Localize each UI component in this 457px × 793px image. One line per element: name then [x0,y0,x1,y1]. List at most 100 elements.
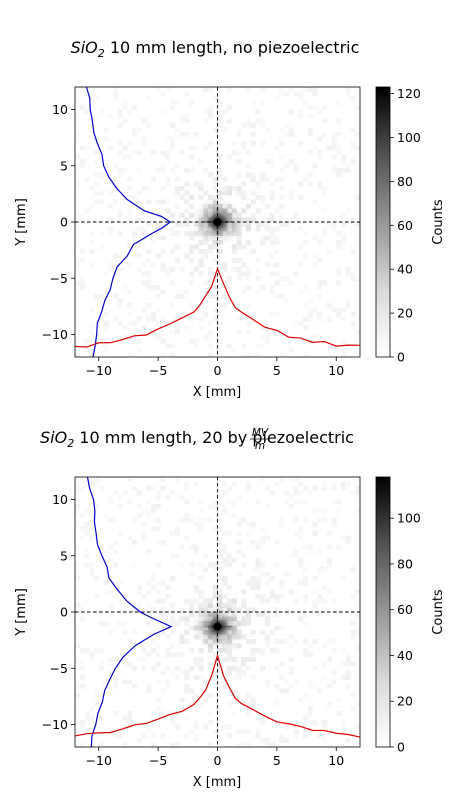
title-formula: SiO [40,428,67,447]
heatmap-cell [246,702,252,707]
heatmap-cell [246,729,252,734]
heatmap-cell [89,526,95,532]
heatmap-cell [217,576,223,581]
heatmap-cell [174,127,180,133]
heatmap-cell [345,540,351,545]
heatmap-cell [136,217,142,223]
x-axis-label: X [mm] [193,775,242,790]
heatmap-cell [307,87,313,92]
heatmap-cell [265,159,271,164]
heatmap-cell [298,114,304,119]
heatmap-cell [122,490,128,496]
heatmap-cell [189,168,195,173]
heatmap-cell [98,486,104,491]
heatmap-cell [355,477,361,482]
heatmap-cell [246,352,252,358]
heatmap-cell [246,267,252,272]
heatmap-cell [231,186,237,191]
heatmap-cell [246,226,252,232]
heatmap-cell [350,594,356,599]
heatmap-cell [170,136,176,142]
heatmap-cell [117,298,123,304]
heatmap-cell [179,639,185,644]
heatmap-cell [75,352,81,358]
heatmap-cell [255,540,261,545]
heatmap-cell [331,136,337,142]
heatmap-cell [98,729,104,734]
heatmap-cell [274,702,280,707]
heatmap-cell [303,87,309,92]
heatmap-cell [89,240,95,245]
heatmap-cell [312,508,318,514]
heatmap-cell [222,177,228,182]
heatmap-cell [189,231,195,236]
heatmap-cell [246,204,252,209]
heatmap-cell [84,562,90,568]
heatmap-cell [155,517,161,523]
heatmap-cell [108,217,114,223]
heatmap-cell [179,132,185,137]
heatmap-cell [312,720,318,725]
heatmap-cell [288,495,294,500]
heatmap-cell [274,96,280,101]
heatmap-cell [322,585,328,590]
heatmap-cell [79,648,85,653]
colorbar [375,476,391,748]
heatmap-cell [203,109,209,115]
heatmap-cell [307,544,313,550]
heatmap-cell [298,499,304,505]
heatmap-cell [203,697,209,703]
heatmap-cell [274,294,280,299]
heatmap-cell [350,567,356,572]
heatmap-cell [122,105,128,110]
heatmap-cell [132,540,138,545]
heatmap-cell [89,325,95,331]
heatmap-cell [79,285,85,290]
heatmap-cell [108,657,114,662]
heatmap-cell [241,661,247,667]
heatmap-cell [198,508,204,514]
heatmap-cell [117,168,123,173]
heatmap-cell [184,715,190,721]
heatmap-cell [189,517,195,523]
heatmap-cell [165,154,171,160]
x-tick-label: −5 [149,363,167,378]
heatmap-cell [179,670,185,676]
heatmap-cell [336,231,342,236]
heatmap-cell [203,312,209,317]
heatmap-cell [79,684,85,689]
heatmap-cell [122,594,128,599]
heatmap-cell [303,598,309,604]
heatmap-cell [274,235,280,241]
heatmap-cell [84,522,90,527]
heatmap-cell [113,549,119,554]
heatmap-cell [255,733,261,739]
heatmap-cell [113,316,119,322]
heatmap-cell [345,271,351,277]
heatmap-cell [189,195,195,200]
heatmap-cell [179,267,185,272]
heatmap-cell [184,639,190,644]
heatmap-cell [350,490,356,496]
heatmap-cell [203,679,209,685]
heatmap-cell [317,280,323,286]
heatmap-cell [246,172,252,178]
heatmap-cell [198,562,204,568]
heatmap-cell [312,531,318,536]
heatmap-cell [341,154,347,160]
heatmap-cell [155,334,161,340]
heatmap-cell [98,231,104,236]
heatmap-cell [212,285,218,290]
title-subscript: 2 [67,437,74,450]
heatmap-cell [284,91,290,97]
heatmap-cell [307,150,313,155]
heatmap-cell [160,150,166,155]
heatmap-cell [222,544,228,550]
heatmap-cell [89,352,95,358]
heatmap-cell [189,213,195,218]
heatmap-cell [203,567,209,572]
heatmap-cell [212,181,218,187]
heatmap-cell [94,504,100,509]
heatmap-cell [127,535,133,541]
heatmap-cell [198,249,204,254]
